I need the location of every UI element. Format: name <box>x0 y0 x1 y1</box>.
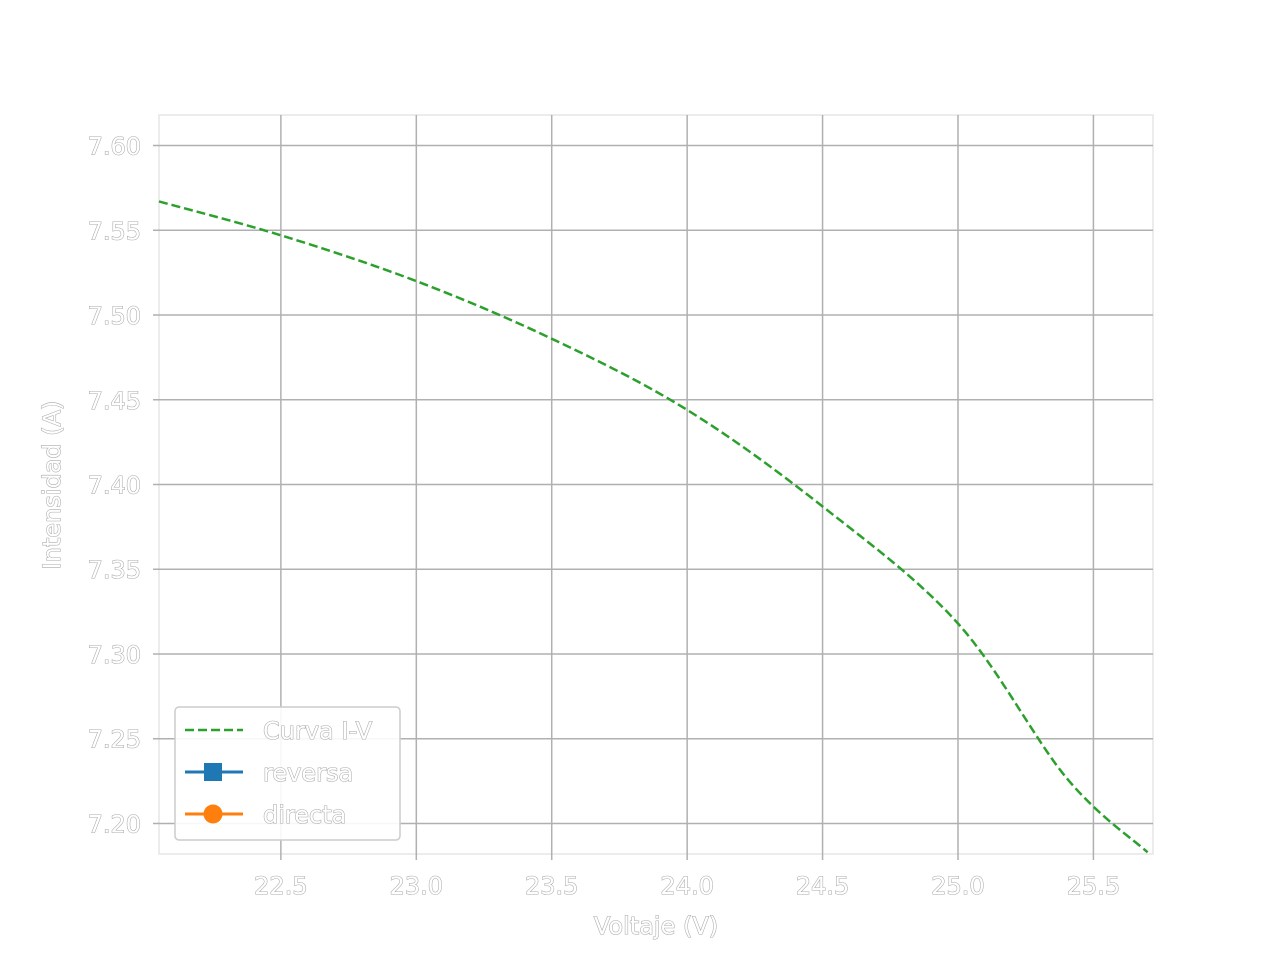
legend-label-curva: Curva I-V <box>263 717 373 745</box>
y-tick-label: 7.55 <box>88 217 141 245</box>
y-tick-label: 7.50 <box>88 302 141 330</box>
series-line-curva-iv <box>158 200 1149 854</box>
x-tick-label: 22.5 <box>254 872 307 900</box>
legend: Curva I-V reversa directa <box>174 706 401 841</box>
legend-box <box>174 706 401 841</box>
legend-label-reversa: reversa <box>263 759 353 787</box>
y-tick-label: 7.25 <box>88 726 141 754</box>
y-tick-label: 7.45 <box>88 387 141 415</box>
series <box>158 200 1149 854</box>
x-tick-label: 25.5 <box>1067 872 1120 900</box>
x-tick-label: 25.0 <box>931 872 984 900</box>
y-tick-label: 7.60 <box>88 133 141 161</box>
ticks: 22.5 23.0 23.5 24.0 24.5 25.0 25.5 7.20 7.25 7.30… <box>87 132 1121 901</box>
square-marker-icon <box>204 763 222 781</box>
y-tick-label: 7.20 <box>88 810 141 838</box>
y-tick-label: 7.35 <box>88 556 141 584</box>
x-tick-label: 24.0 <box>660 872 713 900</box>
x-tick-label: 24.5 <box>796 872 849 900</box>
legend-label-directa: directa <box>263 801 346 829</box>
circle-marker-icon <box>203 804 223 824</box>
x-tick-label: 23.0 <box>390 872 443 900</box>
grid <box>159 115 1153 854</box>
x-axis-label: Voltaje (V) <box>594 912 718 940</box>
y-tick-label: 7.30 <box>88 641 141 669</box>
y-axis-label: Intensidad (A) <box>38 401 66 570</box>
y-tick-label: 7.40 <box>88 472 141 500</box>
x-tick-label: 23.5 <box>525 872 578 900</box>
